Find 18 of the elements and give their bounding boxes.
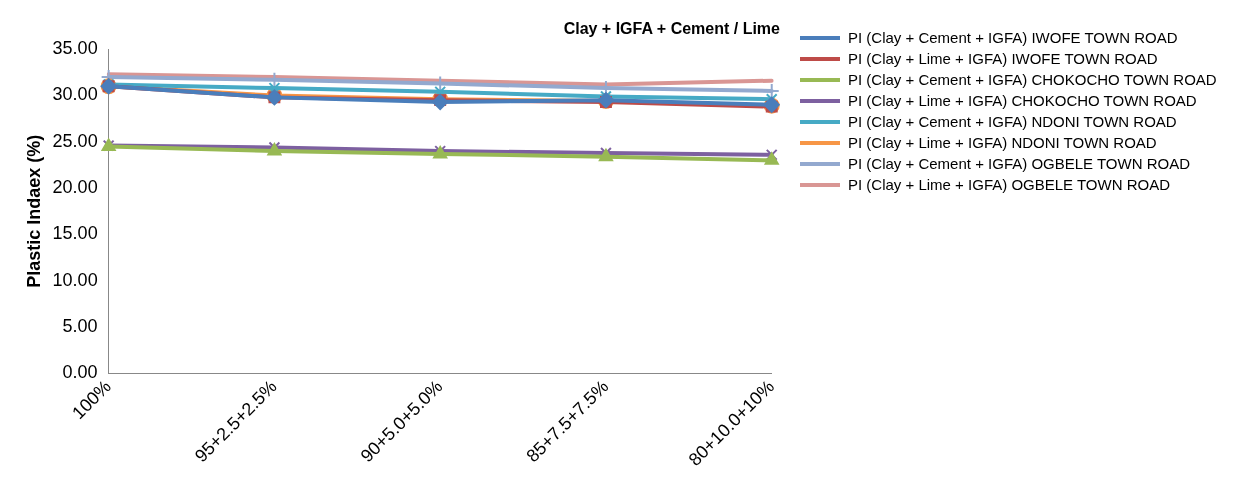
y-tick-label: 30.00: [52, 84, 98, 105]
legend-label: PI (Clay + Cement + IGFA) CHOKOCHO TOWN ROAD: [848, 70, 1217, 89]
legend-label: PI (Clay + Lime + IGFA) CHOKOCHO TOWN ROAD: [848, 91, 1197, 110]
y-tick-label: 20.00: [52, 177, 98, 198]
y-tick-label: 0.00: [62, 362, 98, 383]
legend-label: PI (Clay + Lime + IGFA) IWOFE TOWN ROAD: [848, 49, 1158, 68]
y-tick-label: 35.00: [52, 38, 98, 59]
legend-label: PI (Clay + Cement + IGFA) NDONI TOWN ROAD: [848, 112, 1177, 131]
y-tick-label: 25.00: [52, 130, 98, 151]
y-tick-label: 15.00: [52, 223, 98, 244]
y-tick-label: 10.00: [52, 269, 98, 290]
legend-label: PI (Clay + Cement + IGFA) IWOFE TOWN ROAD: [848, 28, 1178, 47]
chart-title: Clay + IGFA + Cement / Lime: [563, 20, 781, 38]
legend-label: PI (Clay + Lime + IGFA) NDONI TOWN ROAD: [848, 133, 1157, 152]
y-tick-label: 5.00: [62, 316, 98, 337]
legend-label: PI (Clay + Lime + IGFA) OGBELE TOWN ROAD: [848, 175, 1171, 194]
legend-label: PI (Clay + Cement + IGFA) OGBELE TOWN ROAD: [848, 154, 1191, 173]
y-axis-title: Plastic Indaex (%): [23, 134, 44, 288]
